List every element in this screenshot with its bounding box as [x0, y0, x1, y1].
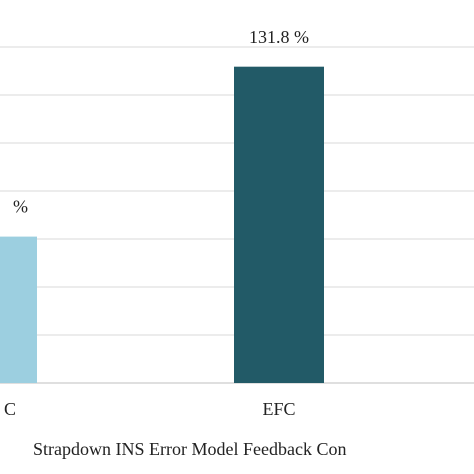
bar	[234, 66, 324, 384]
bar	[0, 236, 37, 383]
value-label: 131.8 %	[249, 27, 309, 47]
x-axis-title: Strapdown INS Error Model Feedback Con	[33, 439, 346, 459]
x-tick-label: C	[4, 399, 16, 419]
x-tick-label: EFC	[262, 399, 295, 419]
value-label: %	[13, 197, 28, 217]
